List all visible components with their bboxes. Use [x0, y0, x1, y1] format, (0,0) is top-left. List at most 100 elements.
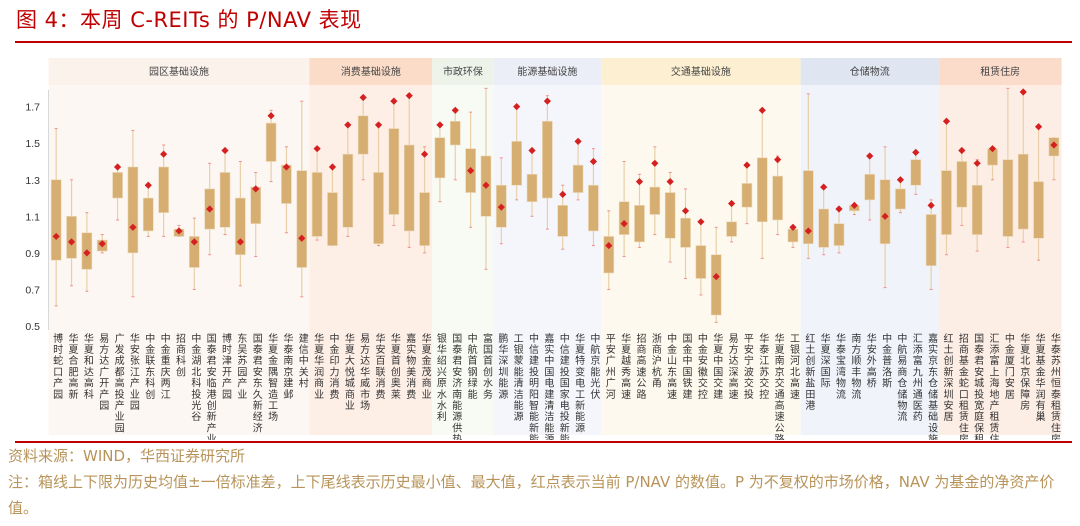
group-label: 仓储物流: [850, 65, 890, 78]
current-value-dot: [298, 234, 306, 242]
box: [864, 173, 876, 201]
current-value-dot: [1019, 88, 1027, 96]
box: [296, 170, 308, 268]
current-value-dot: [328, 163, 337, 171]
group-label: 消费基础设施: [341, 65, 401, 78]
box: [373, 172, 384, 245]
box: [803, 170, 814, 245]
group-header-2: [432, 58, 494, 85]
current-value-dot: [467, 167, 475, 175]
group-label: 园区基础设施: [149, 65, 209, 78]
box: [710, 254, 722, 316]
box-item: [664, 171, 676, 263]
current-value-dot: [574, 137, 582, 145]
current-value-dot: [52, 232, 60, 241]
box: [342, 153, 354, 228]
x-tick-label: 富国首创水务: [480, 332, 492, 400]
x-tick-label: 博时津开产园: [220, 332, 232, 400]
box-item: [511, 103, 522, 201]
current-value-dot: [405, 92, 413, 100]
group-label: 能源基础设施: [517, 65, 577, 78]
x-tick-label: 华夏基金华润有巢: [1033, 332, 1045, 423]
box: [112, 172, 123, 199]
x-tick-label: 华夏大悦城商业: [342, 332, 354, 412]
figure-title: 图 4：本周 C-REITs 的 P/NAV 表现: [16, 8, 362, 32]
current-value-dot: [758, 106, 766, 114]
current-value-dot: [67, 238, 76, 246]
box: [588, 184, 599, 232]
box: [833, 223, 845, 246]
footer-rule: [15, 441, 1072, 443]
x-tick-label: 华泰南京建邺: [281, 332, 293, 400]
box: [956, 161, 968, 208]
box-item: [987, 145, 998, 181]
box-item: [127, 129, 139, 298]
box-item: [787, 223, 799, 248]
box-item: [250, 171, 262, 258]
box: [1033, 181, 1044, 239]
current-value-dot: [528, 146, 536, 155]
box: [557, 205, 569, 237]
current-value-dot: [390, 97, 398, 105]
box: [649, 186, 661, 215]
x-tick-label: 国金中国铁建: [680, 333, 692, 400]
group-label: 交通基础设施: [671, 65, 731, 78]
group-header-3: [493, 58, 602, 85]
group-band-6: [938, 85, 1062, 435]
current-value-dot: [850, 201, 858, 209]
current-value-dot: [927, 201, 935, 209]
x-tick-label: 华夏金茂商业: [419, 332, 431, 400]
box-item: [1033, 123, 1044, 261]
chart-note: 注：箱线上下限为历史均值±一倍标准差，上下尾线表示历史最小值、最大值，红点表示当…: [8, 473, 1055, 517]
current-value-dot: [282, 163, 291, 171]
box-item: [311, 145, 323, 241]
box-item: [327, 163, 338, 247]
current-value-dot: [896, 176, 905, 184]
x-tick-label: 招商高速公路: [634, 332, 646, 400]
current-value-dot: [451, 106, 459, 114]
box: [756, 157, 768, 223]
x-tick-label: 华泰苏州恒泰租赁住房: [1048, 332, 1060, 440]
box: [925, 214, 937, 266]
current-value-dot: [820, 183, 828, 191]
box-item: [158, 144, 169, 237]
x-tick-label: 华夏华润商业: [312, 332, 324, 400]
x-tick-label: 中金普洛斯: [880, 332, 892, 389]
current-value-dot: [175, 227, 183, 235]
box: [603, 236, 615, 274]
box-item: [465, 111, 476, 228]
box-item: [695, 218, 707, 296]
current-value-dot: [236, 238, 244, 246]
box: [680, 217, 691, 248]
x-tick-label: 东吴苏园产业: [235, 332, 247, 400]
box-item: [710, 226, 722, 323]
current-value-dot: [605, 241, 613, 250]
x-tick-label: 国泰君安东久新经济: [250, 333, 262, 434]
group-header-0: [48, 58, 310, 85]
box: [511, 141, 522, 186]
current-value-dot: [543, 97, 551, 105]
x-tick-label: 中航首钢绿能: [465, 332, 477, 400]
box-item: [50, 128, 62, 307]
current-value-dot: [789, 223, 797, 231]
x-tick-label: 中信建投明阳智能新能源: [527, 332, 539, 440]
box: [50, 179, 62, 261]
x-tick-label: 华夏南京交通高速公路: [772, 332, 784, 440]
box: [726, 221, 737, 237]
group-header-1: [309, 58, 433, 85]
current-value-dot: [727, 199, 736, 208]
x-tick-label: 汇添富九州通医药: [910, 332, 922, 423]
box: [971, 184, 983, 235]
current-value-dot: [144, 181, 152, 189]
current-value-dot: [559, 190, 567, 198]
x-tick-label: 嘉实物美消费: [404, 332, 416, 400]
box-item: [142, 181, 154, 237]
current-value-dot: [313, 145, 321, 153]
current-value-dot: [774, 156, 782, 164]
x-tick-label: 华夏深国际: [818, 332, 830, 389]
current-value-dot: [666, 177, 674, 186]
x-tick-label: 华安外高桥: [864, 332, 876, 389]
current-value-dot: [881, 212, 889, 220]
group-label: 租赁住房: [980, 65, 1020, 78]
y-tick-label: 0.9: [25, 248, 40, 260]
